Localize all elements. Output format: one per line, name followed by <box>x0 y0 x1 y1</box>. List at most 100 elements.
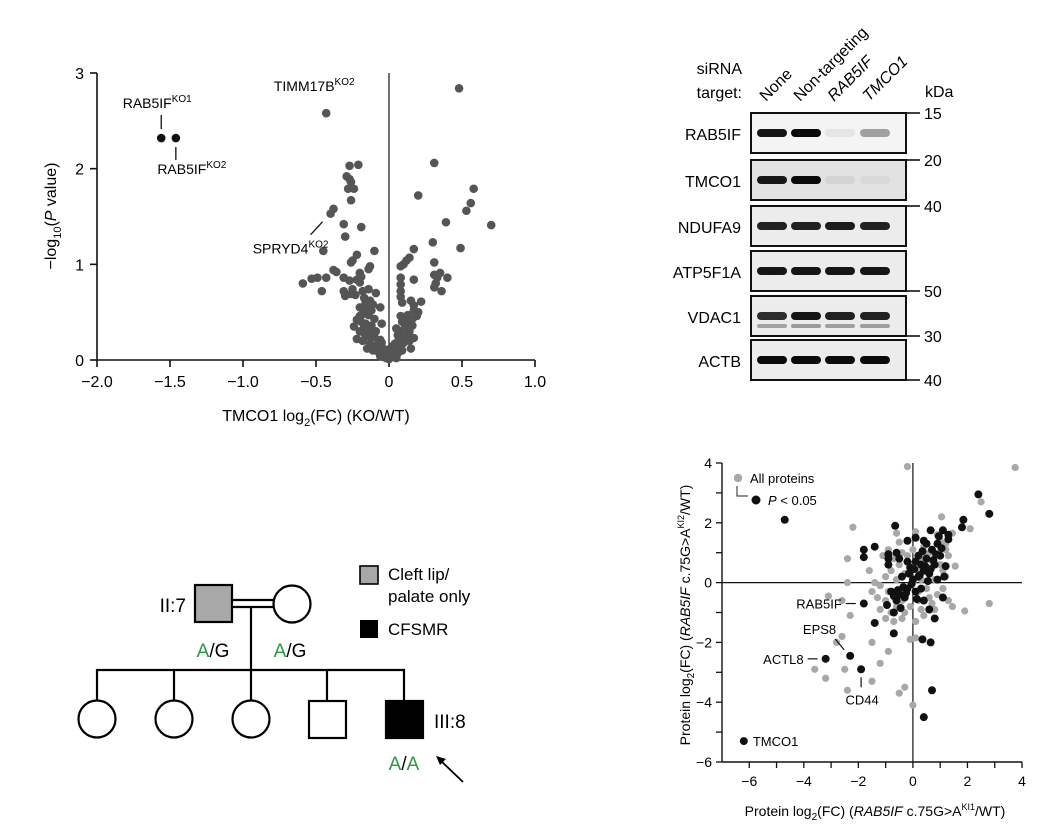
volcano-point <box>356 222 366 232</box>
ki-point-significant <box>934 532 943 541</box>
pedigree-proband-III8[interactable] <box>384 699 425 740</box>
volcano-point <box>396 261 405 271</box>
volcano-point <box>355 327 365 336</box>
ki-point-significant <box>922 554 931 563</box>
volcano-point <box>462 206 471 216</box>
ki-point-significant <box>938 526 947 535</box>
pedigree-mother[interactable] <box>272 584 312 624</box>
pedigree-child-4-male[interactable] <box>307 699 348 740</box>
ki-point-all <box>951 562 959 570</box>
volcano-point <box>349 322 359 331</box>
ki-point-significant <box>889 629 898 638</box>
blot-band <box>860 222 890 230</box>
volcano-x-tick-label: −2.0 <box>81 374 113 391</box>
ki-point-significant <box>889 592 898 601</box>
blot-band <box>757 222 787 230</box>
ki-point-significant <box>739 737 748 746</box>
ki-point-significant <box>870 542 879 551</box>
volcano-point <box>380 345 389 354</box>
volcano-point <box>351 290 360 300</box>
ki-point-significant <box>911 557 920 566</box>
volcano-point <box>486 220 496 230</box>
volcano-point <box>354 160 363 170</box>
ki-point-all <box>903 462 912 471</box>
blot-band-secondary <box>757 324 787 328</box>
pedigree-child-3-female[interactable] <box>231 699 271 739</box>
volcano-point <box>429 282 439 292</box>
ki-y-tick-label: 0 <box>704 575 712 591</box>
ki-point-significant <box>884 560 893 569</box>
volcano-point <box>358 336 368 346</box>
kda-marker-label: 15 <box>924 106 942 123</box>
ki-point-all <box>890 617 898 626</box>
ki-point-all <box>917 605 925 614</box>
volcano-point <box>409 244 419 254</box>
ki-point-all <box>895 689 903 697</box>
blot-panel-tmco1: TMCO1 20 <box>685 153 942 201</box>
volcano-point <box>377 319 387 328</box>
ki-annotation-label: EPS8 <box>803 622 836 637</box>
pedigree-legend: Cleft lip/ palate only CFSMR <box>359 565 471 639</box>
ki-point-significant <box>891 521 900 530</box>
ki-point-significant <box>923 577 932 586</box>
ki-point-significant <box>929 556 938 565</box>
kda-marker-label: 30 <box>924 329 942 346</box>
blot-band <box>860 356 890 364</box>
legend-label-cleft-line1: Cleft lip/ <box>388 565 450 584</box>
volcano-x-tick-label: −1.5 <box>154 374 186 391</box>
ki-x-axis-label: Protein log2(FC) (RAB5IF c.75G>AKI1/WT) <box>745 802 1006 823</box>
volcano-point <box>326 209 335 218</box>
volcano-point <box>428 238 438 247</box>
ki-point-all <box>906 635 914 644</box>
pedigree-father-II7[interactable] <box>193 583 234 624</box>
ki-point-all <box>909 701 917 709</box>
blot-protein-label: ACTB <box>698 354 741 371</box>
volcano-point <box>441 217 451 227</box>
ki-point-all <box>811 665 819 673</box>
ki-annotation-label: RAB5IF <box>796 597 842 612</box>
blot-protein-label: NDUFA9 <box>678 220 741 237</box>
pedigree-lines <box>95 598 406 700</box>
ki-point-significant <box>926 565 935 574</box>
volcano-point <box>319 246 328 256</box>
ki-point-significant <box>893 586 902 595</box>
ki-point-all <box>843 579 852 587</box>
blot-panel-rab5if: RAB5IF 15 <box>685 106 942 154</box>
volcano-axes: −2.0 −1.5 −1.0 −0.5 0 0.5 1.0 0 1 2 3 <box>75 66 546 391</box>
ki-point-significant <box>933 575 942 584</box>
blot-band <box>825 129 855 137</box>
ki-point-all <box>871 579 879 587</box>
blot-panel-vdac1: VDAC1 30 <box>688 295 942 346</box>
ki-point-significant <box>974 490 983 499</box>
volcano-point <box>321 108 331 118</box>
ki-point-significant <box>780 515 789 524</box>
ki-y-tick-label: −2 <box>696 634 712 650</box>
ki-point-all <box>882 614 890 623</box>
ki-point-significant <box>821 654 830 663</box>
ki-point-significant <box>959 515 968 524</box>
volcano-point <box>332 267 341 277</box>
ki-point-all <box>849 523 857 531</box>
ki-x-tick-label: 0 <box>909 773 917 789</box>
ki-y-axis-label: Protein log2(FC) (RAB5IF c.75G>AKI2/WT) <box>676 485 697 746</box>
genotype-mother: A/G <box>274 641 307 662</box>
volcano-x-axis-label: TMCO1 log2(FC) (KO/WT) <box>222 408 409 429</box>
ki-point-significant <box>915 571 924 580</box>
legend-marker-all-proteins <box>733 473 743 483</box>
lane-label: None <box>757 66 796 105</box>
blot-band <box>757 129 787 137</box>
ki-point-significant <box>919 596 928 605</box>
ki-point-all <box>865 567 873 575</box>
blot-panel-actb: ACTB 40 <box>698 339 942 390</box>
pedigree-child-1-female[interactable] <box>77 699 117 739</box>
ki-legend: All proteins P < 0.05 <box>733 471 817 508</box>
ki-axes: −6 −4 −2 0 2 4 −6 −4 −2 0 2 4 <box>696 455 1026 789</box>
ki-point-all <box>868 587 876 596</box>
pedigree-child-2-female[interactable] <box>154 699 194 739</box>
volcano-point <box>298 279 308 288</box>
volcano-point <box>355 303 365 312</box>
volcano-point <box>340 232 350 241</box>
volcano-point <box>397 346 407 355</box>
